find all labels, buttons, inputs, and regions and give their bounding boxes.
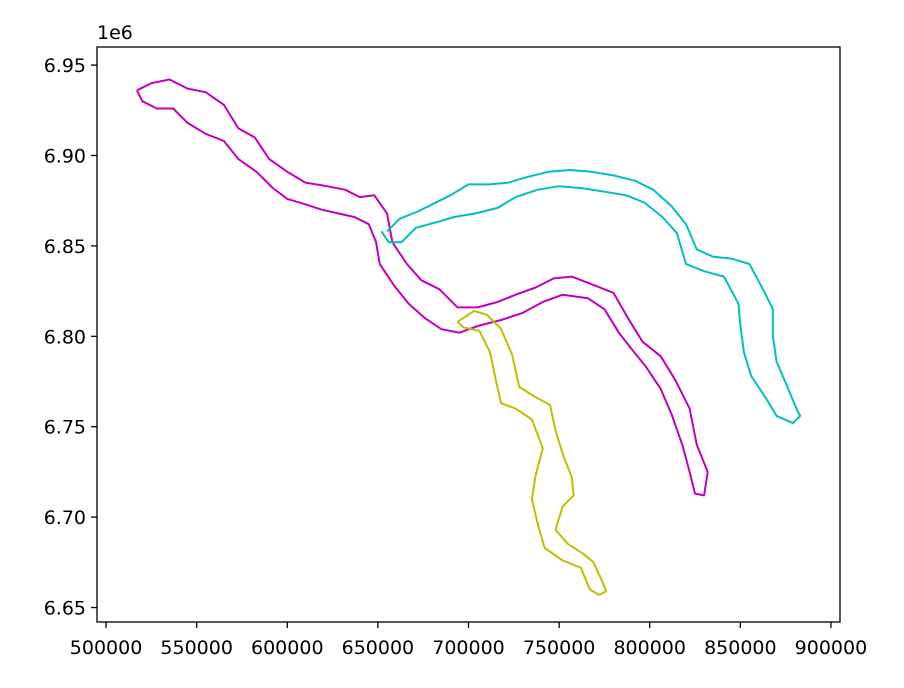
y-axis: 6.65 6.70 6.75 6.80 6.85 6.90 6.95 [44, 55, 97, 620]
series-line-1 [136, 78, 709, 497]
series-line-2 [380, 169, 802, 425]
x-tick-label: 750000 [523, 637, 596, 659]
x-axis: 500000 550000 600000 650000 700000 750000 8000… [70, 622, 867, 659]
y-tick-label: 6.65 [44, 598, 86, 620]
y-tick-label: 6.75 [44, 417, 86, 439]
x-tick-label: 850000 [704, 637, 777, 659]
x-tick-label: 500000 [70, 637, 143, 659]
x-tick-label: 700000 [432, 637, 505, 659]
y-tick-label: 6.80 [44, 326, 86, 348]
x-tick-label: 600000 [251, 637, 324, 659]
x-tick-label: 550000 [160, 637, 233, 659]
y-offset-label: 1e6 [97, 22, 133, 44]
x-tick-label: 900000 [795, 637, 868, 659]
y-tick-label: 6.95 [44, 55, 86, 77]
y-tick-label: 6.90 [44, 145, 86, 167]
x-tick-label: 650000 [342, 637, 415, 659]
series-layer [136, 78, 802, 596]
x-tick-label: 800000 [613, 637, 686, 659]
y-tick-label: 6.70 [44, 507, 86, 529]
series-line-3 [456, 310, 608, 596]
y-tick-label: 6.85 [44, 236, 86, 258]
